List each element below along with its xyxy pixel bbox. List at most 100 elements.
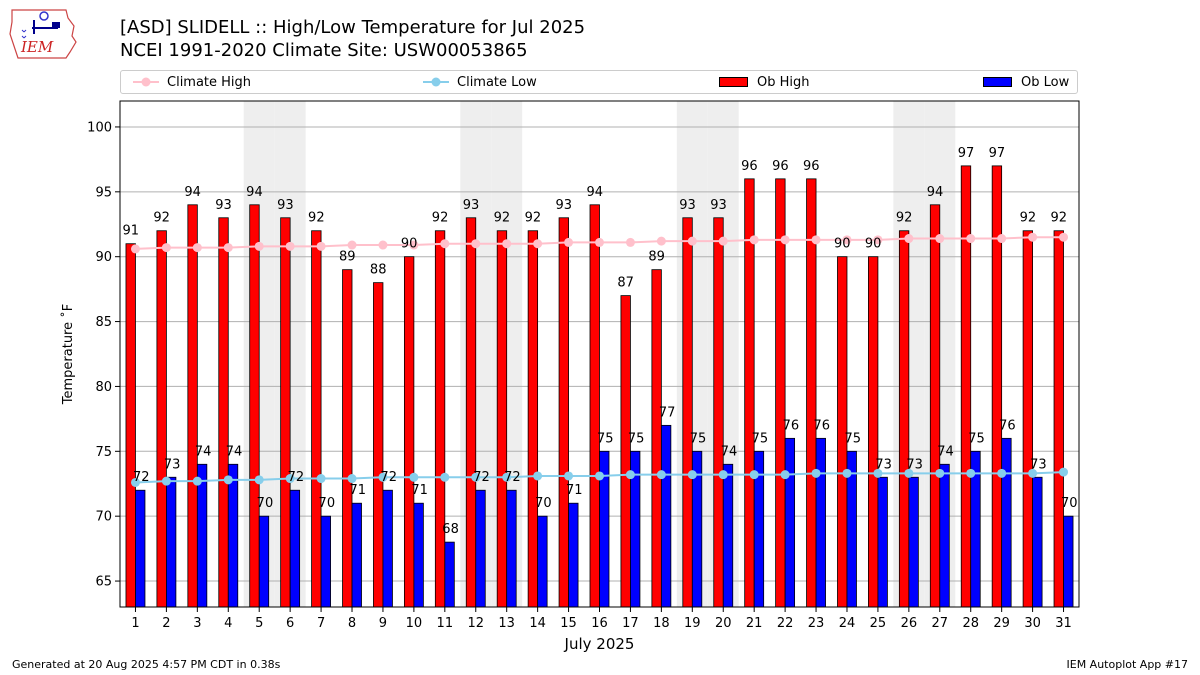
legend-ob-low: Ob Low	[983, 71, 1069, 93]
ob-low-label: 74	[226, 444, 243, 459]
x-tick-label: 20	[715, 616, 732, 631]
ob-high-bar	[125, 243, 136, 608]
bar-swatch-icon	[719, 77, 748, 87]
ob-low-bar	[135, 489, 146, 608]
climate-low-point	[1028, 468, 1038, 478]
ob-low-label: 73	[906, 457, 923, 472]
ob-low-bar	[939, 463, 950, 608]
x-tick-label: 9	[379, 616, 387, 631]
ob-high-bar	[868, 256, 879, 608]
climate-high-point	[533, 239, 543, 249]
climate-low-point	[749, 470, 759, 480]
climate-high-point	[595, 237, 604, 247]
climate-low-point	[130, 477, 140, 487]
ob-high-label: 96	[803, 159, 820, 174]
climate-low-point	[687, 470, 697, 480]
climate-low-point	[842, 468, 852, 478]
ob-low-label: 70	[1061, 496, 1078, 511]
climate-high-point	[811, 235, 821, 245]
climate-high-point	[161, 243, 171, 253]
climate-low-point	[378, 472, 388, 482]
ob-high-bar	[898, 230, 910, 608]
legend-ob-high: Ob High	[719, 71, 810, 93]
ob-low-label: 75	[628, 431, 645, 446]
x-tick-label: 13	[498, 616, 515, 631]
x-tick-label: 7	[317, 616, 325, 631]
ob-low-label: 75	[690, 431, 707, 446]
ob-high-bar	[960, 165, 972, 608]
x-tick-label: 30	[1024, 616, 1041, 631]
ob-high-bar	[620, 295, 631, 608]
climate-low-point	[780, 470, 790, 480]
ob-low-bar	[444, 541, 455, 608]
x-tick-label: 24	[839, 616, 856, 631]
ob-low-label: 72	[504, 470, 521, 485]
ob-high-label: 88	[370, 263, 387, 278]
climate-high-point	[192, 243, 202, 253]
ob-high-bar	[991, 165, 1003, 608]
y-tick-label: 100	[87, 120, 112, 135]
x-tick-label: 27	[932, 616, 949, 631]
climate-high-point	[409, 240, 419, 250]
ob-low-label: 74	[195, 444, 212, 459]
y-axis-label: Temperature ˚F	[60, 304, 76, 405]
logo-text: IEM	[20, 38, 54, 56]
legend-label: Climate Low	[457, 74, 537, 90]
ob-high-label: 89	[339, 250, 356, 265]
ob-high-label: 92	[308, 211, 325, 226]
x-tick-label: 28	[962, 616, 979, 631]
ob-low-label: 72	[133, 470, 150, 485]
ob-low-bar	[815, 437, 826, 608]
ob-low-bar	[475, 489, 486, 608]
climate-high-point	[749, 235, 759, 245]
climate-low-point	[625, 470, 635, 480]
climate-high-point	[471, 239, 481, 249]
x-tick-label: 2	[162, 616, 170, 631]
x-tick-label: 16	[591, 616, 608, 631]
x-tick-label: 18	[653, 616, 670, 631]
ob-high-bar	[342, 269, 353, 608]
climate-low-point	[873, 468, 883, 478]
ob-low-bar	[506, 489, 517, 608]
ob-high-bar	[527, 230, 539, 608]
ob-high-label: 92	[432, 211, 449, 226]
ob-low-bar	[196, 463, 208, 608]
ob-high-label: 96	[772, 159, 789, 174]
ob-low-label: 73	[875, 457, 892, 472]
ob-low-label: 71	[349, 483, 366, 498]
x-tick-label: 19	[684, 616, 701, 631]
y-tick-label: 95	[95, 185, 112, 200]
ob-high-label: 93	[556, 198, 573, 213]
ob-high-label: 94	[927, 185, 944, 200]
ob-high-bar	[434, 230, 446, 608]
line-marker-icon	[133, 77, 159, 87]
climate-high-point	[378, 240, 388, 250]
temperature-chart: 6570758085909510091729273947493749470937…	[60, 100, 1080, 653]
x-tick-label: 29	[993, 616, 1010, 631]
ob-low-label: 76	[814, 418, 831, 433]
climate-high-point	[935, 234, 945, 244]
ob-high-bar	[589, 204, 600, 608]
x-tick-label: 25	[870, 616, 887, 631]
ob-high-bar	[156, 230, 167, 608]
y-tick-label: 70	[95, 510, 112, 525]
climate-low-point	[595, 471, 604, 481]
ob-high-label: 97	[989, 146, 1006, 161]
ob-low-bar	[413, 502, 424, 608]
ob-low-bar	[320, 515, 331, 608]
ob-low-bar	[1063, 515, 1074, 608]
ob-low-bar	[568, 502, 579, 608]
ob-low-label: 70	[535, 496, 552, 511]
ob-high-label: 87	[617, 276, 634, 291]
ob-high-label: 92	[896, 211, 913, 226]
x-tick-label: 15	[560, 616, 577, 631]
climate-high-point	[842, 235, 852, 245]
ob-low-label: 71	[566, 483, 583, 498]
ob-high-label: 91	[122, 224, 139, 239]
ob-low-label: 76	[999, 418, 1016, 433]
climate-low-point	[316, 474, 326, 484]
ob-low-label: 74	[721, 444, 738, 459]
climate-high-point	[656, 236, 666, 246]
ob-high-bar	[651, 269, 662, 608]
ob-high-bar	[311, 230, 322, 608]
